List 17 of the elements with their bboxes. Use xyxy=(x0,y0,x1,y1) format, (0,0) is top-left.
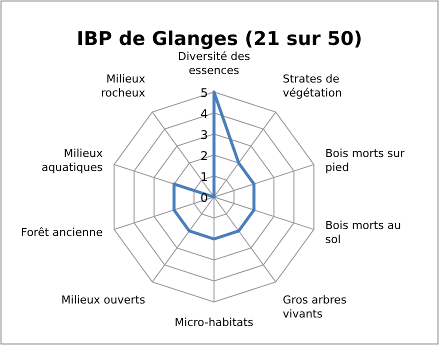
spoke-label: Milieux rocheux xyxy=(100,72,146,100)
spoke-label: Strates de végétation xyxy=(282,72,342,100)
y-tick-label: 1 xyxy=(200,170,208,184)
chart-title: IBP de Glanges (21 sur 50) xyxy=(76,28,362,50)
spoke-label: Forêt ancienne xyxy=(20,226,103,240)
y-tick-label: 3 xyxy=(200,128,208,142)
y-tick-label: 4 xyxy=(200,107,208,121)
spoke-label: Bois morts sur pied xyxy=(325,146,406,174)
y-tick-label: 5 xyxy=(200,86,208,100)
spoke-label: Bois morts au sol xyxy=(325,219,402,246)
y-tick-label: 0 xyxy=(200,191,208,205)
y-tick-label: 2 xyxy=(200,149,208,163)
spoke-label: Micro-habitats xyxy=(174,316,254,329)
spoke-label: Milieux aquatiques xyxy=(41,146,104,174)
spoke-label: Milieux ouverts xyxy=(61,294,146,307)
spoke-label: Diversité des essences xyxy=(178,50,250,77)
spoke-label: Gros arbres vivants xyxy=(282,294,347,321)
